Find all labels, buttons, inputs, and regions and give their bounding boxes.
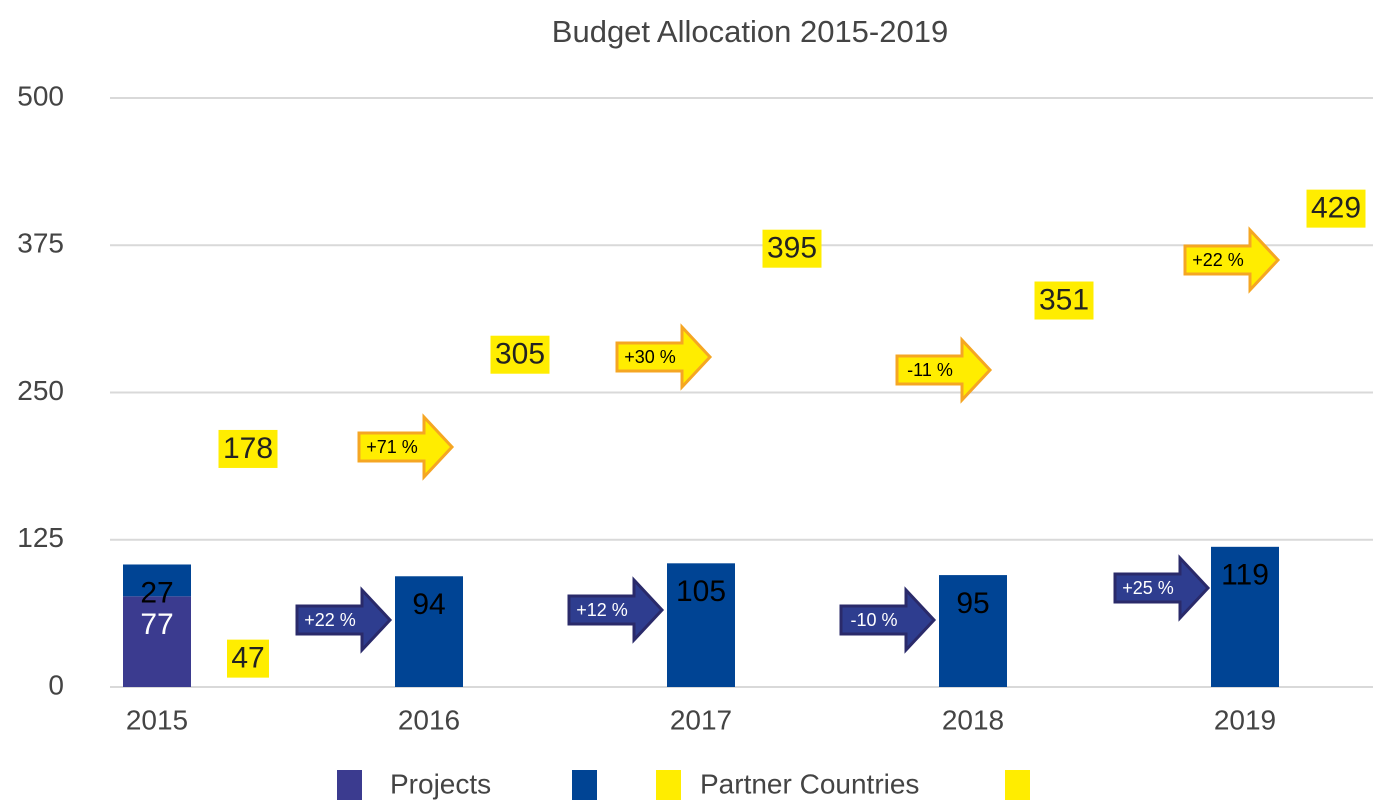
bar [395, 576, 463, 687]
bar [486, 328, 554, 687]
x-tick-label: 2016 [398, 704, 460, 735]
data-label: 94 [412, 588, 445, 621]
bar [1030, 274, 1098, 687]
bar [1211, 546, 1279, 687]
growth-label: +25 % [1122, 578, 1174, 598]
legend-swatch [572, 770, 597, 800]
data-label-box [1306, 189, 1366, 228]
growth-arrow [1113, 554, 1211, 622]
growth-arrow [1183, 226, 1281, 294]
growth-label: +22 % [304, 610, 356, 630]
growth-arrow [567, 576, 665, 644]
growth-arrow [295, 586, 393, 654]
bar [758, 222, 826, 687]
legend-swatch [1005, 770, 1030, 800]
data-label: 351 [1039, 283, 1089, 316]
x-tick-label: 2017 [670, 704, 732, 735]
growth-arrow [615, 323, 713, 391]
y-tick-label: 0 [48, 669, 64, 700]
chart-title: Budget Allocation 2015-2019 [552, 14, 948, 49]
bar [667, 563, 735, 687]
data-label: 27 [140, 576, 173, 609]
data-label: 178 [223, 432, 273, 465]
data-label: 395 [767, 232, 817, 265]
growth-label: +12 % [576, 600, 628, 620]
y-tick-label: 250 [17, 375, 64, 406]
growth-arrow [357, 413, 455, 481]
growth-label: -10 % [850, 610, 897, 630]
x-tick-label: 2019 [1214, 704, 1276, 735]
growth-label: +71 % [366, 437, 418, 457]
data-label: 77 [140, 608, 173, 641]
bar [1302, 182, 1370, 687]
growth-label: -11 % [907, 360, 953, 380]
legend-label: Partner Countries [700, 768, 919, 799]
data-label-box [218, 429, 278, 468]
bar [123, 564, 191, 597]
data-label-box [762, 229, 822, 268]
legend-swatch [337, 770, 362, 800]
data-label: 429 [1311, 192, 1361, 225]
growth-arrow [839, 586, 937, 654]
legend-swatch [656, 770, 681, 800]
data-label: 305 [495, 338, 545, 371]
growth-label: +22 % [1192, 250, 1244, 270]
data-label-box [227, 639, 269, 678]
x-tick-label: 2018 [942, 704, 1004, 735]
legend-label: Projects [390, 768, 491, 799]
data-label: 95 [956, 587, 989, 620]
growth-label: +30 % [624, 347, 676, 367]
growth-arrow [895, 336, 993, 404]
x-tick-label: 2015 [126, 704, 188, 735]
bar [939, 575, 1007, 687]
data-label-box [1034, 281, 1094, 320]
data-label: 119 [1221, 559, 1269, 592]
y-tick-label: 375 [17, 228, 64, 259]
y-tick-label: 500 [17, 80, 64, 111]
data-label: 47 [231, 642, 264, 675]
bar [123, 596, 191, 687]
y-tick-label: 125 [17, 522, 64, 553]
data-label: 105 [676, 575, 726, 608]
data-label-box [490, 335, 550, 374]
